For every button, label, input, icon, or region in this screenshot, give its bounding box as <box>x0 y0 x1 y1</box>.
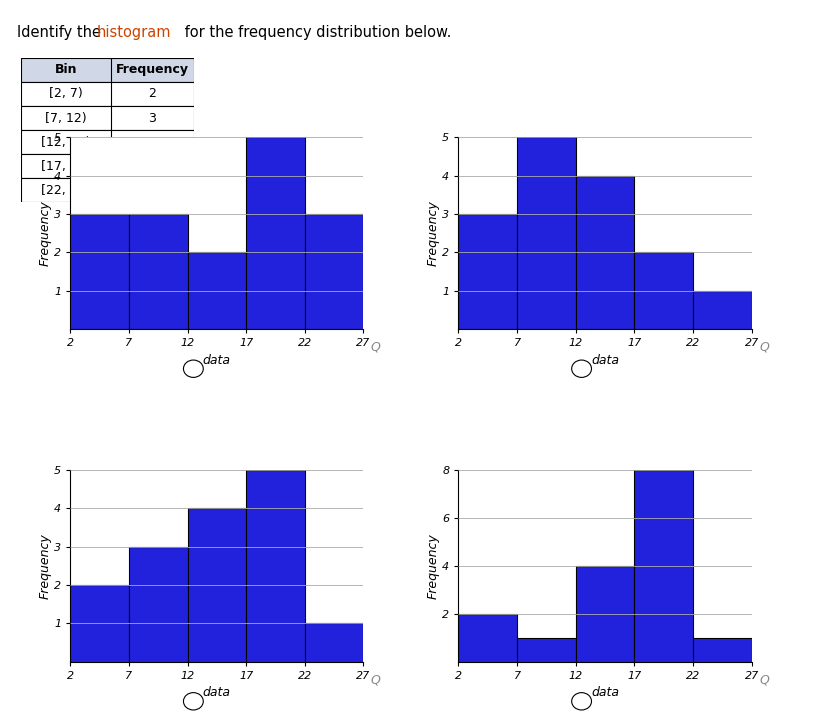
Bar <box>576 176 634 329</box>
Text: Frequency: Frequency <box>116 64 189 77</box>
Bar <box>305 214 363 329</box>
Y-axis label: Frequency: Frequency <box>426 200 439 266</box>
Text: 5: 5 <box>149 160 156 173</box>
Bar <box>634 470 693 662</box>
Text: [7, 12): [7, 12) <box>45 111 87 124</box>
Text: [17, 22): [17, 22) <box>41 160 91 173</box>
Bar <box>21 154 194 179</box>
Bar <box>458 214 517 329</box>
Text: 3: 3 <box>149 111 156 124</box>
Text: [22, 27): [22, 27) <box>41 184 91 197</box>
Y-axis label: Frequency: Frequency <box>426 533 439 599</box>
Y-axis label: Frequency: Frequency <box>38 200 51 266</box>
Text: Identify the: Identify the <box>17 25 105 40</box>
Text: for the frequency distribution below.: for the frequency distribution below. <box>180 25 452 40</box>
Bar <box>693 638 752 662</box>
Bar <box>517 638 576 662</box>
Text: Q: Q <box>371 673 381 686</box>
Bar <box>21 130 194 154</box>
Bar <box>188 508 246 662</box>
Bar <box>21 58 194 82</box>
Bar <box>246 137 305 329</box>
Bar <box>517 137 576 329</box>
Y-axis label: Frequency: Frequency <box>38 533 51 599</box>
Text: Q: Q <box>759 673 769 686</box>
Text: histogram: histogram <box>97 25 171 40</box>
Bar <box>693 291 752 329</box>
Bar <box>634 252 693 329</box>
Bar <box>70 585 129 662</box>
Text: Q: Q <box>759 341 769 354</box>
Bar <box>21 82 194 106</box>
Bar <box>246 470 305 662</box>
X-axis label: data: data <box>591 354 619 367</box>
Text: 1: 1 <box>149 184 156 197</box>
Text: [12, 17): [12, 17) <box>41 136 91 149</box>
Bar <box>21 106 194 130</box>
Bar <box>305 623 363 662</box>
Text: Bin: Bin <box>55 64 77 77</box>
Text: Q: Q <box>371 341 381 354</box>
Bar <box>458 614 517 662</box>
Text: 4: 4 <box>149 136 156 149</box>
Text: [2, 7): [2, 7) <box>49 87 83 100</box>
X-axis label: data: data <box>591 686 619 699</box>
Bar <box>21 179 194 202</box>
Bar <box>188 252 246 329</box>
X-axis label: data: data <box>203 686 230 699</box>
X-axis label: data: data <box>203 354 230 367</box>
Bar <box>576 565 634 662</box>
Bar <box>70 214 129 329</box>
Text: 2: 2 <box>149 87 156 100</box>
Bar <box>129 214 188 329</box>
Bar <box>129 547 188 662</box>
